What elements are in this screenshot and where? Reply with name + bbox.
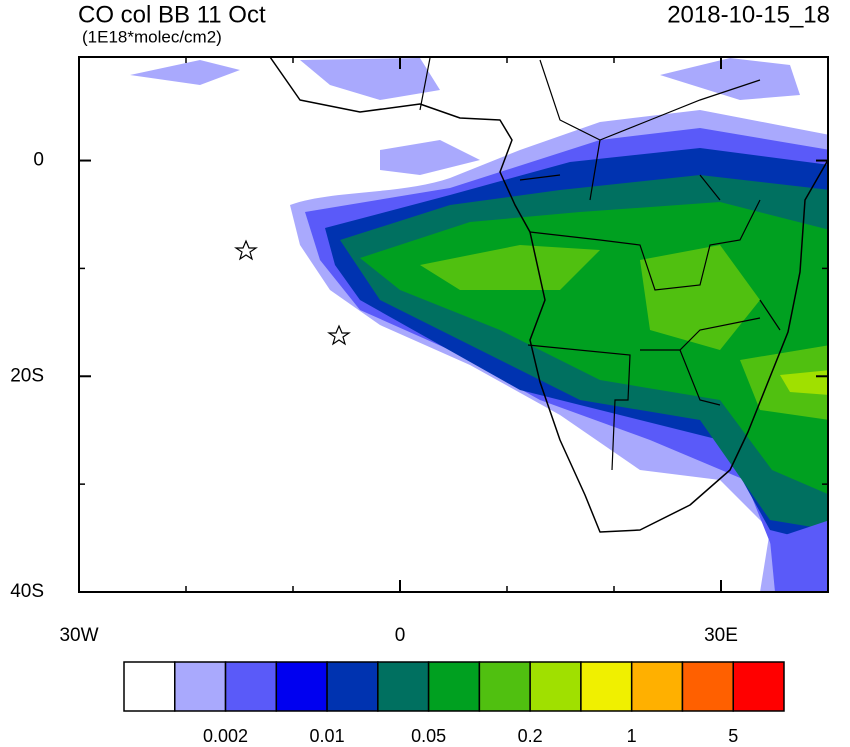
colorbar-box <box>529 661 582 712</box>
y-tick-label: 0 <box>33 150 44 171</box>
colorbar-box <box>326 661 379 712</box>
x-tick-label: 30W <box>59 625 98 646</box>
x-tick-label: 30E <box>704 625 738 646</box>
colorbar-label: 0.2 <box>518 726 543 746</box>
coastline <box>269 57 828 533</box>
co-field <box>130 57 828 592</box>
colorbar-label: 0.05 <box>411 726 446 746</box>
colorbar-label: 5 <box>728 726 738 746</box>
title: CO col BB 11 Oct <box>78 1 266 28</box>
units: (1E18*molec/cm2) <box>82 27 222 46</box>
colorbar-box <box>377 661 430 712</box>
colorbar-box <box>630 661 684 712</box>
colorbar-box <box>681 661 734 712</box>
y-tick-label: 40S <box>10 581 44 602</box>
colorbar-box <box>174 661 227 712</box>
colorbar-box <box>478 661 531 712</box>
borders <box>419 57 781 471</box>
x-tick-label: 0 <box>395 625 406 646</box>
colorbar-box <box>427 661 481 712</box>
y-tick-label: 20S <box>10 365 44 386</box>
map-frame <box>78 56 829 593</box>
colorbar-label: 1 <box>627 726 637 746</box>
colorbar-box <box>732 661 785 712</box>
colorbar-label: 0.002 <box>203 726 248 746</box>
colorbar-box <box>275 661 328 712</box>
colorbar-box <box>580 661 633 712</box>
stars <box>234 239 351 346</box>
timestamp: 2018-10-15_18 <box>667 1 830 28</box>
colorbar-label: 0.01 <box>310 726 345 746</box>
colorbar-box <box>123 661 176 712</box>
colorbar-box <box>224 661 278 712</box>
